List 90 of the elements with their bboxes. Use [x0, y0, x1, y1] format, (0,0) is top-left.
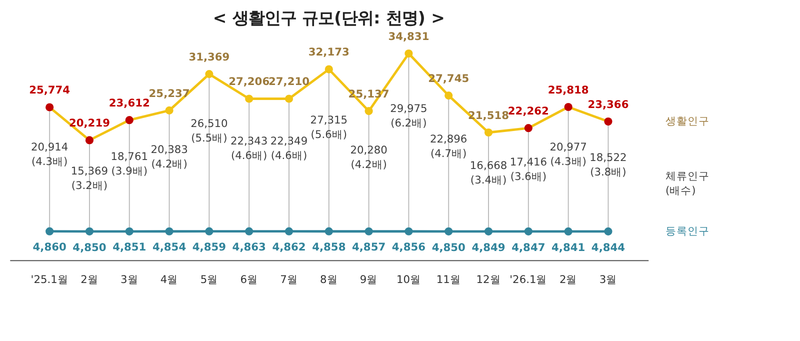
x-tick-label: '26.1월: [510, 272, 548, 286]
annotation: 22,349 (4.6배): [270, 134, 308, 162]
annotation: 22,896 (4.7배): [430, 132, 468, 160]
data-label: 4,856: [392, 240, 426, 254]
x-tick-label: 7월: [280, 272, 298, 286]
x-tick-label: '25.1월: [30, 272, 68, 286]
data-label: 22,262: [508, 104, 549, 118]
point: [125, 116, 134, 124]
data-label: 4,858: [312, 240, 346, 254]
data-label: 23,612: [108, 96, 150, 110]
x-tick-label: 12월: [476, 272, 501, 286]
data-label: 4,854: [152, 240, 186, 254]
text: 체류인구 (배수): [666, 169, 710, 197]
point: [524, 124, 532, 132]
point: [404, 227, 413, 236]
annotation: 20,977 (4.3배): [550, 140, 587, 168]
annotation: 26,510 (5.5배): [190, 116, 228, 144]
data-label: 4,859: [192, 240, 226, 254]
point: [324, 65, 333, 74]
x-tick-label: 9월: [360, 272, 378, 286]
data-label: 4,850: [432, 240, 466, 254]
x-tick-label: 3월: [599, 272, 618, 286]
data-label: 4,863: [232, 240, 266, 254]
x-tick-label: 5월: [200, 272, 218, 286]
data-label: 4,857: [352, 240, 386, 254]
annotation: 15,369 (3.2배): [70, 164, 108, 192]
point: [46, 103, 54, 112]
point: [604, 227, 612, 236]
chart-title: < 생활인구 규모(단위: 천명) >: [212, 8, 445, 28]
annotation: 29,975 (6.2배): [390, 102, 428, 130]
point: [85, 136, 94, 144]
point: [165, 227, 174, 236]
data-label: 23,366: [588, 98, 629, 111]
point: [364, 106, 373, 116]
data-label: 34,831: [388, 30, 430, 43]
point: [205, 227, 214, 236]
annotation: 18,761 (3.9배): [110, 150, 148, 178]
x-tick-label: 11월: [436, 272, 461, 286]
data-label: 4,844: [591, 240, 626, 254]
annotation: 18,522 (3.8배): [590, 151, 627, 179]
point: [564, 227, 572, 236]
point: [484, 128, 493, 137]
data-label: 32,173: [308, 46, 350, 59]
point: [46, 227, 54, 236]
annotation: 17,416 (3.6배): [510, 156, 548, 184]
point: [245, 94, 254, 103]
x-tick-label: 2월: [559, 272, 578, 286]
point: [284, 227, 294, 236]
x-tick-label: 3월: [120, 272, 138, 286]
point: [245, 227, 254, 236]
data-label: 27,206: [228, 75, 270, 88]
annotation: 20,914 (4.3배): [30, 140, 68, 168]
point: [444, 92, 453, 100]
text: 생활인구: [666, 114, 710, 128]
point: [85, 227, 94, 236]
point: [205, 70, 214, 78]
point: [364, 227, 373, 236]
x-tick-label: 6월: [240, 272, 258, 286]
data-label: 27,210: [268, 75, 310, 88]
point: [324, 227, 333, 236]
x-tick-label: 2월: [80, 272, 98, 286]
annotation: 20,280 (4.2배): [350, 143, 388, 171]
data-label: 4,860: [32, 240, 66, 254]
point: [444, 227, 453, 236]
data-label: 4,847: [512, 240, 546, 254]
point: [524, 227, 532, 236]
data-label: 4,850: [72, 240, 106, 254]
text: 등록인구: [666, 224, 710, 238]
data-label: 4,849: [472, 240, 506, 254]
data-label: 31,369: [188, 50, 230, 64]
point: [564, 102, 572, 112]
data-label: 25,818: [548, 83, 589, 96]
point: [604, 118, 612, 126]
data-label: 4,841: [552, 240, 586, 254]
x-tick-label: 8월: [320, 272, 338, 286]
data-label: 20,219: [68, 116, 110, 130]
data-label: 4,862: [272, 240, 306, 254]
annotation: 27,315 (5.6배): [310, 113, 348, 141]
annotation: 20,383 (4.2배): [150, 143, 188, 171]
annotation: 22,343 (4.6배): [230, 134, 268, 162]
annotation: 16,668 (3.4배): [470, 158, 508, 186]
x-tick-label: 10월: [396, 272, 421, 286]
point: [484, 227, 493, 236]
point: [284, 94, 294, 103]
point: [404, 49, 413, 58]
point: [125, 227, 134, 236]
point: [165, 106, 174, 114]
data-label: 4,851: [112, 240, 146, 254]
data-label: 25,774: [29, 84, 70, 97]
x-tick-label: 4월: [160, 272, 178, 286]
